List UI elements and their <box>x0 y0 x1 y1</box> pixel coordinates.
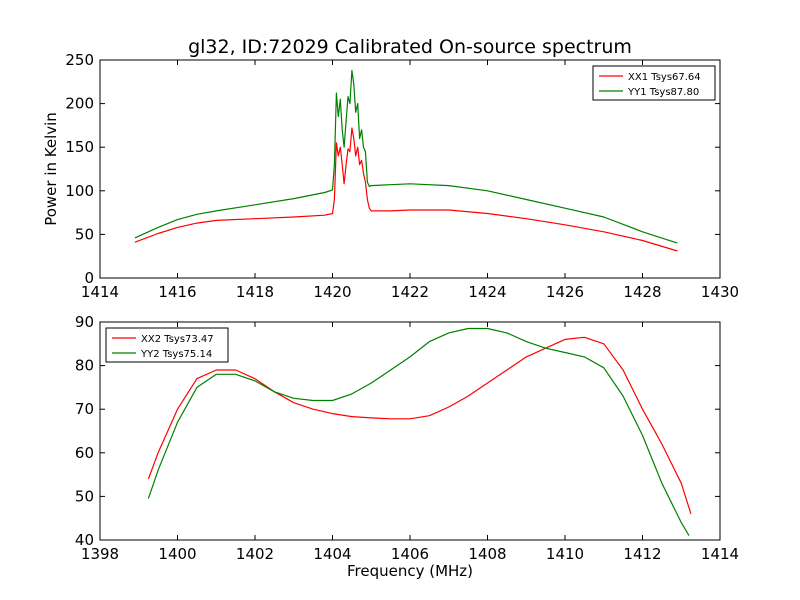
x-tick-label: 1430 <box>701 283 739 301</box>
x-tick-label: 1402 <box>236 545 274 563</box>
y-tick-label: 250 <box>65 51 94 69</box>
legend-label: YY2 Tsys75.14 <box>140 349 212 360</box>
chart-title: gl32, ID:72029 Calibrated On-source spec… <box>188 36 632 58</box>
x-tick-label: 1416 <box>158 283 196 301</box>
x-tick-label: 1410 <box>546 545 584 563</box>
series-line-1 <box>134 127 678 252</box>
y-axis-label: Power in Kelvin <box>42 112 60 226</box>
y-tick-label: 100 <box>65 182 94 200</box>
x-tick-label: 1414 <box>701 545 739 563</box>
x-axis-label: Frequency (MHz) <box>347 562 473 580</box>
bottom-plot: 1398 1400 1402 1404 1406 1408 1410 1412 1414 40 50… <box>75 313 739 580</box>
y-tick-label: 70 <box>75 400 94 418</box>
y-tick-label: 50 <box>75 487 94 505</box>
y-tick-label: 200 <box>65 95 94 113</box>
y-tick-label: 40 <box>75 531 94 549</box>
y-tick-label: 60 <box>75 444 94 462</box>
legend-box <box>105 327 229 363</box>
x-tick-label: 1424 <box>468 283 506 301</box>
y-tick-label: 90 <box>75 313 94 331</box>
y-tick-label: 50 <box>75 225 94 243</box>
x-tick-label: 1420 <box>313 283 351 301</box>
x-tick-label: 1400 <box>158 545 196 563</box>
x-tick-label: 1414 <box>81 283 119 301</box>
legend: XX2 Tsys73.47 YY2 Tsys75.14 <box>105 327 229 363</box>
x-tick-label: 1418 <box>236 283 274 301</box>
x-tick-label: 1428 <box>623 283 661 301</box>
x-tick-label: 1426 <box>546 283 584 301</box>
x-tick-label: 1406 <box>391 545 429 563</box>
y-tick-label: 0 <box>84 269 94 287</box>
x-tick-label: 1404 <box>313 545 351 563</box>
series-line-2 <box>134 69 678 244</box>
series-line-1 <box>147 336 692 514</box>
y-tick-label: 150 <box>65 138 94 156</box>
x-tick-label: 1422 <box>391 283 429 301</box>
top-plot: 1414 1416 1418 1420 1422 1424 1426 1428 1430 0 50 1… <box>42 51 739 301</box>
legend-label: XX2 Tsys73.47 <box>141 334 214 345</box>
x-tick-label: 1398 <box>81 545 119 563</box>
legend: XX1 Tsys67.64 YY1 Tsys87.80 <box>592 65 716 101</box>
x-tick-label: 1408 <box>468 545 506 563</box>
y-tick-label: 80 <box>75 357 94 375</box>
legend-label: YY1 Tsys87.80 <box>627 87 699 98</box>
x-tick-label: 1412 <box>623 545 661 563</box>
legend-label: XX1 Tsys67.64 <box>628 72 701 83</box>
series-line-2 <box>147 327 690 536</box>
legend-box <box>592 65 716 101</box>
